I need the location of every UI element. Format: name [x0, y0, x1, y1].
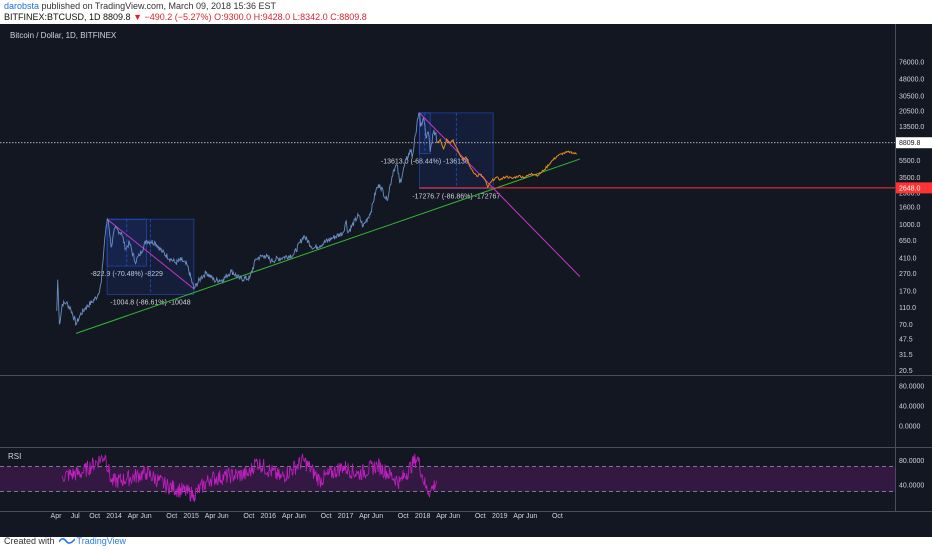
price-tick-label: 2300.0	[899, 191, 921, 198]
time-tick-label: 2018	[415, 513, 431, 520]
time-tick-label: Jun	[449, 513, 460, 520]
time-tick-label: Jul	[71, 513, 80, 520]
indicator-tick-label: 40.0000	[899, 404, 924, 411]
time-tick-label: Oct	[243, 513, 254, 520]
ohlc-open: O:9300.0	[214, 12, 252, 22]
price-tick-label: 110.0	[899, 305, 916, 312]
time-tick-label: Jun	[372, 513, 383, 520]
chart-canvas[interactable]: Bitcoin / Dollar, 1D, BITFINEX 76000.0 480…	[0, 24, 932, 537]
symbol-label: BITFINEX:BTCUSD, 1D	[4, 12, 101, 22]
price-tick-label: 13500.0	[899, 124, 924, 131]
downtrend-trendline	[106, 218, 195, 290]
current-price-label: 8809.8	[899, 140, 921, 147]
time-tick-label: Apr	[436, 513, 448, 520]
projection-series-line	[436, 137, 578, 189]
footer: Created with TradingView	[4, 536, 126, 546]
indicator-tick-label: 0.0000	[899, 424, 921, 431]
support-label: 2648.0	[899, 185, 921, 192]
ohlc-close: C:8809.8	[330, 12, 367, 22]
time-tick-label: Apr	[282, 513, 294, 520]
measurement-label: -13613.0 (-68.44%) -136130	[381, 159, 469, 166]
price-tick-label: 20.5	[899, 368, 913, 375]
tradingview-brand[interactable]: TradingView	[76, 536, 127, 546]
publish-info: darobsta published on TradingView.com, M…	[4, 1, 276, 11]
price-tick-label: 170.0	[899, 289, 917, 296]
time-tick-label: Jun	[526, 513, 537, 520]
tradingview-logo-icon	[58, 538, 75, 544]
price-tick-label: 3500.0	[899, 175, 921, 182]
price-tick-label: 48000.0	[899, 77, 924, 84]
price-tick-label: 76000.0	[899, 59, 924, 66]
current-price-tag	[896, 137, 932, 149]
indicator-tick-label: 80.0000	[899, 384, 924, 391]
time-tick-label: Apr	[359, 513, 371, 520]
created-with-label: Created with	[4, 536, 55, 546]
price-tick-label: 31.5	[899, 352, 913, 359]
time-tick-label: Apr	[513, 513, 525, 520]
price-tick-label: 410.0	[899, 255, 917, 262]
time-tick-label: 2016	[260, 513, 276, 520]
time-tick-label: Oct	[166, 513, 177, 520]
ohlc-low: L:8342.0	[292, 12, 328, 22]
time-tick-label: Oct	[475, 513, 486, 520]
time-tick-label: Oct	[398, 513, 409, 520]
rsi-tick-label: 40.0000	[899, 483, 924, 490]
rsi-tick-label: 80.0000	[899, 458, 924, 465]
time-tick-label: Oct	[321, 513, 332, 520]
price-tick-label: 1600.0	[899, 204, 921, 211]
price-tick-label: 70.0	[899, 322, 913, 329]
price-tick-label: 30500.0	[899, 94, 924, 101]
ohlc-high: H:9428.0	[253, 12, 291, 22]
price-series-line	[56, 112, 438, 326]
published-text: published on TradingView.com, March 09, …	[41, 1, 277, 11]
last-price: 8809.8	[103, 12, 131, 22]
rsi-label: RSI	[8, 452, 21, 461]
chart-background	[0, 24, 932, 537]
chart-title: Bitcoin / Dollar, 1D, BITFINEX	[10, 31, 117, 40]
time-tick-label: 2015	[183, 513, 199, 520]
time-tick-label: 2017	[338, 513, 354, 520]
time-tick-label: Jun	[217, 513, 228, 520]
time-tick-label: Apr	[51, 513, 63, 520]
time-tick-label: Oct	[89, 513, 100, 520]
author-link[interactable]: darobsta	[4, 1, 40, 11]
measurement-label: -822.9 (-70.48%) -8229	[91, 271, 163, 278]
price-tick-label: 270.0	[899, 271, 917, 278]
support-tag	[896, 182, 932, 194]
measurement-label: -17276.7 (-86.86%) -172767	[412, 194, 500, 201]
time-tick-label: Oct	[552, 513, 563, 520]
price-tick-label: 47.5	[899, 336, 913, 343]
symbol-info: BITFINEX:BTCUSD, 1D 8809.8 ▼ −490.2 (−5.…	[4, 12, 367, 22]
price-tick-label: 5500.0	[899, 158, 921, 165]
price-tick-label: 1000.0	[899, 222, 921, 229]
price-tick-label: 20500.0	[899, 109, 924, 116]
price-tick-label: 650.0	[899, 238, 917, 245]
time-tick-label: 2014	[106, 513, 122, 520]
time-tick-label: Apr	[128, 513, 140, 520]
price-change: ▼ −490.2 (−5.27%)	[133, 12, 212, 22]
measurement-label: -1004.8 (-86.61%) -10048	[110, 299, 190, 306]
time-tick-label: Jun	[295, 513, 306, 520]
rsi-line	[61, 453, 438, 502]
time-tick-label: Apr	[205, 513, 217, 520]
time-tick-label: 2019	[492, 513, 508, 520]
time-tick-label: Jun	[140, 513, 151, 520]
